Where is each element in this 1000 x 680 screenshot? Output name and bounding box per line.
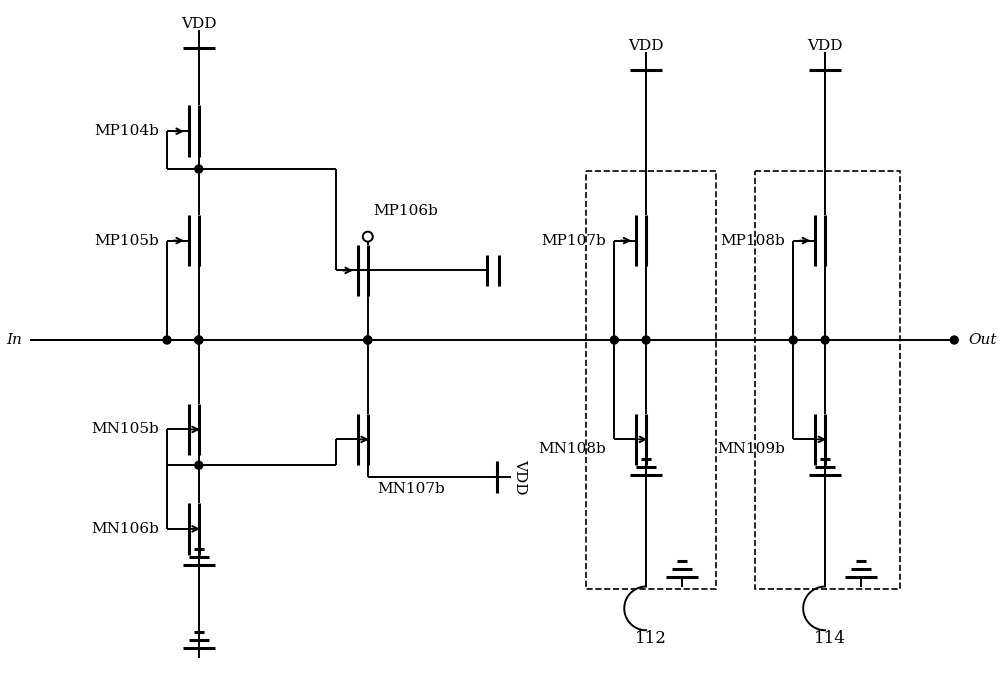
Circle shape [195, 461, 203, 469]
Circle shape [195, 336, 203, 344]
Text: MP108b: MP108b [721, 234, 785, 248]
Circle shape [364, 336, 372, 344]
Circle shape [821, 336, 829, 344]
Text: MN108b: MN108b [539, 443, 606, 456]
Text: VDD: VDD [181, 17, 217, 31]
Text: MN109b: MN109b [717, 443, 785, 456]
Text: MP106b: MP106b [373, 204, 438, 218]
Text: VDD: VDD [513, 460, 527, 495]
Text: MN106b: MN106b [91, 522, 159, 536]
Bar [586, 171, 716, 588]
Circle shape [610, 336, 618, 344]
Text: Out: Out [968, 333, 997, 347]
Text: VDD: VDD [628, 39, 664, 53]
Bar [755, 171, 900, 588]
Circle shape [195, 336, 203, 344]
Circle shape [642, 336, 650, 344]
Text: MP104b: MP104b [94, 124, 159, 138]
Circle shape [163, 336, 171, 344]
Text: MN105b: MN105b [91, 422, 159, 437]
Text: VDD: VDD [807, 39, 843, 53]
Circle shape [789, 336, 797, 344]
Text: MP105b: MP105b [94, 234, 159, 248]
Circle shape [363, 232, 373, 241]
Text: MN107b: MN107b [378, 482, 445, 496]
Text: In: In [6, 333, 22, 347]
Circle shape [195, 165, 203, 173]
Text: MP107b: MP107b [542, 234, 606, 248]
Circle shape [950, 336, 958, 344]
Text: 112: 112 [635, 630, 667, 647]
Circle shape [364, 336, 372, 344]
Text: 114: 114 [814, 630, 846, 647]
